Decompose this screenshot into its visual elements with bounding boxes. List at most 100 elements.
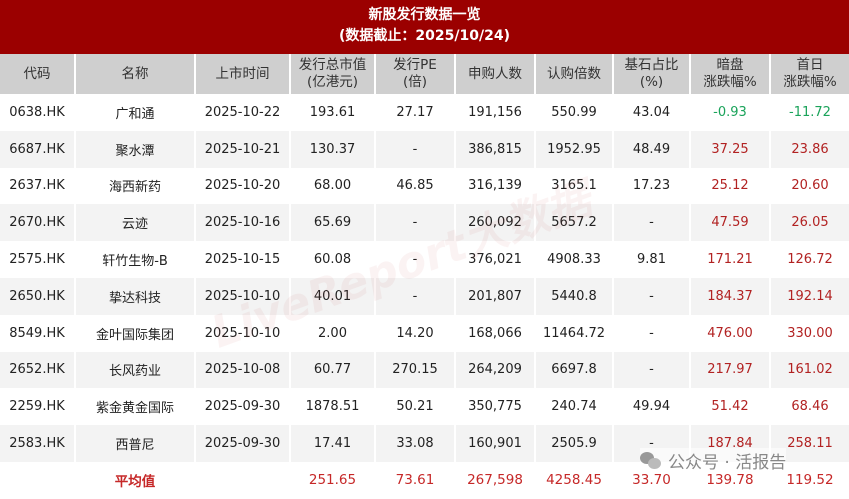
table-cell: 5440.8 — [534, 277, 613, 315]
header-label: 申购人数 — [468, 65, 522, 82]
table-cell: 2025-09-30 — [194, 425, 290, 462]
header-label: (亿港元) — [306, 74, 359, 90]
column-header: 名称 — [74, 54, 195, 94]
table-cell: 金叶国际集团 — [74, 314, 195, 352]
table-cell: 2025-10-15 — [194, 241, 290, 278]
table-cell: 挚达科技 — [74, 277, 195, 315]
average-cell: 4258.45 — [534, 461, 613, 499]
table-cell: 2025-10-22 — [194, 94, 290, 131]
table-cell: - — [374, 204, 455, 242]
table-cell: 50.21 — [374, 388, 455, 426]
header-label: (倍) — [402, 74, 428, 90]
table-cell: 轩竹生物-B — [74, 241, 195, 278]
footer-text: 公众号 · 活报告 — [668, 453, 787, 473]
table-cell: 2025-10-08 — [194, 351, 290, 389]
table-cell: 193.61 — [289, 94, 375, 131]
table-cell: 6687.HK — [0, 130, 75, 168]
header-label: 发行PE — [393, 57, 437, 73]
table-cell: 2505.9 — [534, 425, 613, 462]
table-cell: - — [374, 241, 455, 278]
table-cell: 2583.HK — [0, 425, 75, 462]
table-cell: 2025-10-16 — [194, 204, 290, 242]
table-cell: 376,021 — [454, 241, 535, 278]
table-cell: 27.17 — [374, 94, 455, 131]
table-cell — [0, 462, 75, 499]
table-cell: 1952.95 — [534, 130, 613, 168]
header-label: 代码 — [23, 65, 51, 82]
table-cell: 2650.HK — [0, 277, 75, 315]
column-header: 发行总市值 (亿港元) — [289, 54, 375, 94]
table-cell: - — [612, 277, 690, 315]
title-main: 新股发行数据一览 — [368, 7, 481, 23]
table-cell: 46.85 — [374, 167, 455, 205]
table-cell: - — [374, 277, 455, 315]
table-cell: 550.99 — [534, 94, 613, 131]
table-title: 新股发行数据一览 (数据截止：2025/10/24) — [0, 0, 849, 54]
table-cell: 2025-10-21 — [194, 130, 290, 168]
table-cell: 160,901 — [454, 425, 535, 462]
column-header: 基石占比 (%) — [612, 54, 690, 94]
table-cell: - — [612, 351, 690, 389]
table-cell: 270.15 — [374, 351, 455, 389]
header-label: 基石占比 — [624, 57, 679, 73]
table-cell: 264,209 — [454, 351, 535, 389]
table-cell: 2259.HK — [9, 399, 65, 415]
average-label: 平均值 — [74, 461, 195, 499]
table-row: 6687.HK 聚水潭 2025-10-21 130.37-386,815 1952.9… — [0, 130, 849, 168]
table-cell: 9.81 — [612, 241, 690, 278]
column-header: 代码 — [0, 54, 75, 94]
header-label: 涨跌幅% — [703, 74, 757, 90]
table-cell: 43.04 — [612, 94, 690, 131]
header-label: (%) — [639, 74, 664, 90]
table-cell: - — [374, 130, 455, 168]
table-cell: 33.08 — [374, 425, 455, 462]
table-cell: 海西新药 — [74, 167, 195, 205]
table-cell: 紫金黄金国际 — [74, 388, 195, 426]
table-cell: 217.97 — [689, 351, 770, 389]
table-row: 2652.HK 长风药业 2025-10-08 60.77 270.15 264,209 6… — [0, 351, 849, 389]
wechat-icon — [640, 451, 662, 470]
table-row: 2259.HK 紫金黄金国际 2025-09-30 1878.51 50.21 350,7… — [0, 388, 849, 426]
table-cell: 49.94 — [612, 388, 690, 426]
column-header: 申购人数 — [454, 54, 535, 94]
table-cell: 8549.HK — [9, 325, 65, 341]
table-cell: 240.74 — [534, 388, 613, 426]
table-cell: 184.37 — [689, 277, 770, 315]
header-label: 发行总市值 — [298, 57, 367, 73]
table-cell: 长风药业 — [74, 351, 195, 389]
table-cell: 130.37 — [289, 130, 375, 168]
table-cell: 14.20 — [374, 314, 455, 352]
table-row: 8549.HK 金叶国际集团 2025-10-10 2.00 14.20 168,066 1… — [0, 314, 849, 352]
header-label: 名称 — [121, 65, 149, 82]
table-cell: 2025-09-30 — [194, 388, 290, 426]
table-cell: -11.72 — [769, 94, 849, 131]
table-cell: 191,156 — [454, 94, 535, 131]
table-cell: 316,139 — [454, 167, 535, 205]
average-cell: 267,598 — [454, 461, 535, 499]
table-cell: - — [612, 314, 690, 352]
table-cell: 2025-10-10 — [194, 277, 290, 315]
table-cell: 23.86 — [769, 130, 849, 168]
table-cell: 2.00 — [289, 314, 375, 352]
table-cell: 65.69 — [289, 204, 375, 242]
header-row: 代码 名称 上市时间 发行总市值 (亿港元) 发行PE (倍) 申购人数 认购倍数 基石占比 (%)… — [0, 54, 849, 94]
table-cell: - — [612, 204, 690, 242]
table-cell: 2637.HK — [9, 178, 65, 194]
table-cell: 2025-10-10 — [194, 314, 290, 352]
average-cell — [194, 461, 290, 499]
table-cell: 60.08 — [289, 241, 375, 278]
average-cell: 251.65 — [289, 461, 375, 499]
table-cell: 17.23 — [612, 167, 690, 205]
table-cell: -0.93 — [689, 94, 770, 131]
table-cell: 51.42 — [689, 388, 770, 426]
table-cell: 2025-10-20 — [194, 167, 290, 205]
table-row: 2575.HK 轩竹生物-B 2025-10-15 60.08-376,021 4908… — [0, 241, 849, 278]
column-header: 暗盘 涨跌幅% — [689, 54, 770, 94]
table-cell: 17.41 — [289, 425, 375, 462]
table-cell: 168,066 — [454, 314, 535, 352]
average-cell: 73.61 — [374, 461, 455, 499]
header-label: 上市时间 — [215, 65, 270, 82]
ipo-table: 代码 名称 上市时间 发行总市值 (亿港元) 发行PE (倍) 申购人数 认购倍数 基石占比 (%)… — [0, 54, 849, 499]
table-cell: 260,092 — [454, 204, 535, 242]
table-cell: 4908.33 — [534, 241, 613, 278]
